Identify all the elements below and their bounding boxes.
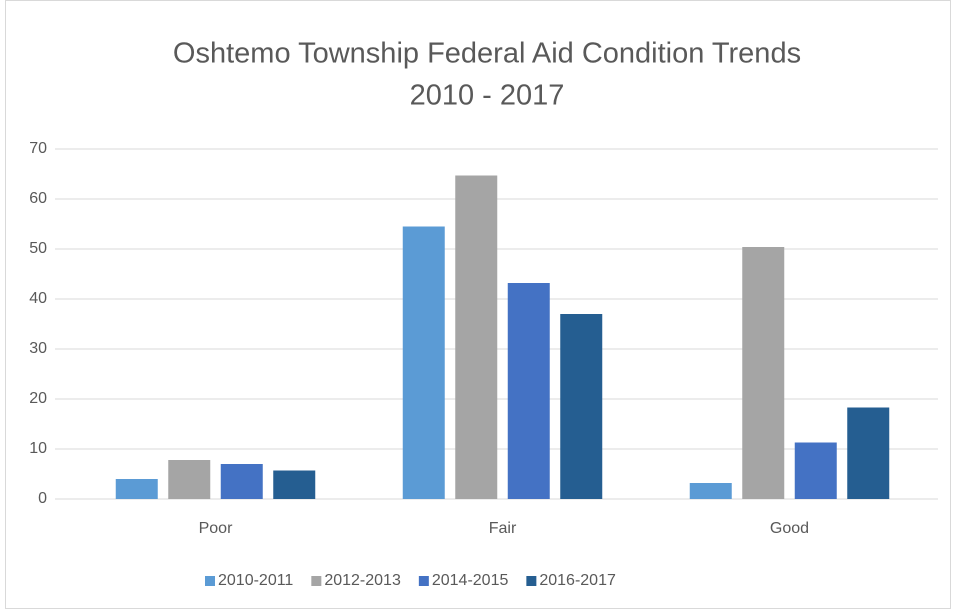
legend-label: 2012-2013 <box>324 572 401 589</box>
y-tick-label: 50 <box>29 240 47 257</box>
legend-swatch <box>418 576 429 586</box>
bar <box>794 442 837 499</box>
x-tick-label: Poor <box>199 520 233 537</box>
bar <box>220 464 263 499</box>
bar <box>455 175 498 499</box>
bar <box>847 407 890 499</box>
bar <box>168 460 211 499</box>
y-tick-label: 70 <box>29 140 47 157</box>
bar <box>115 479 158 499</box>
y-tick-label: 60 <box>29 190 47 207</box>
legend-label: 2016-2017 <box>539 572 616 589</box>
bar <box>507 283 550 499</box>
y-tick-label: 10 <box>29 440 47 457</box>
legend-label: 2010-2011 <box>218 572 293 589</box>
y-tick-label: 30 <box>29 340 47 357</box>
bar <box>689 483 732 499</box>
bar <box>273 470 316 499</box>
x-tick-label: Fair <box>489 520 517 537</box>
x-tick-label: Good <box>770 520 809 537</box>
chart-title: 2010 - 2017 <box>410 80 565 112</box>
bar <box>560 314 603 499</box>
legend-swatch <box>526 576 537 586</box>
legend-swatch <box>311 576 322 586</box>
y-tick-label: 0 <box>38 490 47 507</box>
y-tick-label: 20 <box>29 390 47 407</box>
legend-label: 2014-2015 <box>432 572 509 589</box>
chart-title: Oshtemo Township Federal Aid Condition T… <box>173 38 801 70</box>
bar <box>742 247 785 499</box>
bar <box>402 226 445 499</box>
y-tick-label: 40 <box>29 290 47 307</box>
legend-swatch <box>205 576 215 586</box>
